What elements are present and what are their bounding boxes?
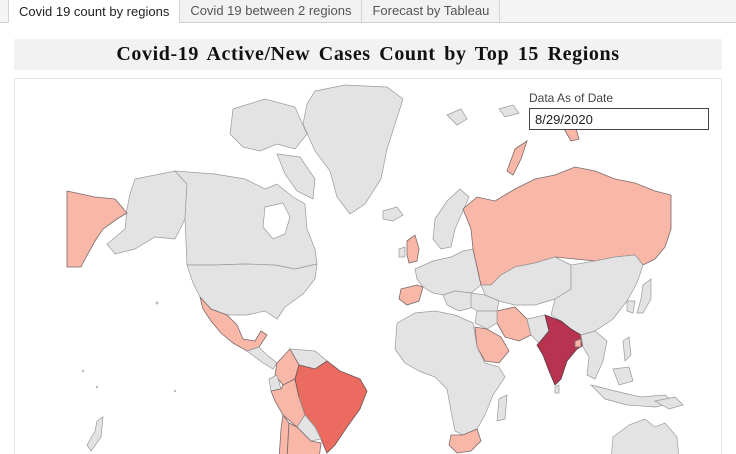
region-ireland[interactable] bbox=[398, 246, 406, 258]
map-view[interactable]: Data As of Date bbox=[14, 78, 722, 454]
region-africa[interactable] bbox=[394, 310, 506, 436]
region-australia[interactable] bbox=[611, 418, 679, 454]
region-southeast-asia[interactable] bbox=[580, 330, 608, 380]
region-balkans[interactable] bbox=[442, 290, 476, 312]
region-baffin[interactable] bbox=[276, 153, 316, 200]
dashboard-title-bar: Covid-19 Active/New Cases Count by Top 1… bbox=[14, 39, 722, 70]
region-korea[interactable] bbox=[626, 300, 636, 314]
tab-covid-count-by-regions[interactable]: Covid 19 count by regions bbox=[8, 0, 181, 23]
region-franz-josef[interactable] bbox=[498, 104, 520, 118]
date-filter-input[interactable] bbox=[529, 108, 709, 130]
tab-forecast-by-tableau[interactable]: Forecast by Tableau bbox=[362, 0, 501, 22]
date-filter-label: Data As of Date bbox=[529, 91, 614, 105]
region-iceland[interactable] bbox=[382, 206, 404, 222]
region-chile[interactable] bbox=[278, 413, 290, 454]
region-argentina[interactable] bbox=[286, 422, 322, 454]
island-dot bbox=[81, 369, 85, 373]
region-central-america[interactable] bbox=[246, 346, 278, 370]
island-dot bbox=[173, 389, 177, 393]
date-filter: Data As of Date bbox=[529, 91, 709, 130]
region-madagascar[interactable] bbox=[496, 394, 508, 422]
region-hawaii bbox=[155, 301, 159, 305]
island-dot bbox=[95, 385, 99, 389]
region-india[interactable] bbox=[536, 314, 588, 386]
region-philippines[interactable] bbox=[622, 336, 632, 362]
region-south-africa[interactable] bbox=[448, 428, 482, 454]
region-scandinavia[interactable] bbox=[432, 188, 470, 250]
region-russia-novaya-zemlya[interactable] bbox=[506, 140, 528, 176]
region-greenland[interactable] bbox=[302, 84, 404, 215]
region-iran[interactable] bbox=[496, 306, 532, 342]
region-new-guinea[interactable] bbox=[654, 396, 684, 410]
region-canada[interactable] bbox=[174, 170, 318, 270]
region-sri-lanka[interactable] bbox=[554, 384, 560, 394]
region-svalbard[interactable] bbox=[446, 108, 468, 126]
dashboard-title: Covid-19 Active/New Cases Count by Top 1… bbox=[116, 43, 620, 65]
region-spain[interactable] bbox=[398, 284, 424, 306]
region-middle-east[interactable] bbox=[474, 310, 498, 330]
region-borneo[interactable] bbox=[612, 366, 634, 386]
tab-bar: Covid 19 count by regions Covid 19 betwe… bbox=[0, 0, 736, 23]
region-mexico[interactable] bbox=[199, 296, 268, 352]
region-russia-chukotka[interactable] bbox=[66, 190, 128, 268]
region-japan[interactable] bbox=[636, 278, 652, 314]
region-bangladesh[interactable] bbox=[574, 338, 582, 348]
tab-covid-between-2-regions[interactable]: Covid 19 between 2 regions bbox=[180, 0, 363, 22]
world-map[interactable] bbox=[15, 79, 722, 454]
region-new-zealand[interactable] bbox=[86, 416, 104, 452]
region-canada-islands[interactable] bbox=[229, 98, 308, 152]
region-united-kingdom[interactable] bbox=[406, 234, 420, 264]
region-europe[interactable] bbox=[414, 248, 482, 296]
